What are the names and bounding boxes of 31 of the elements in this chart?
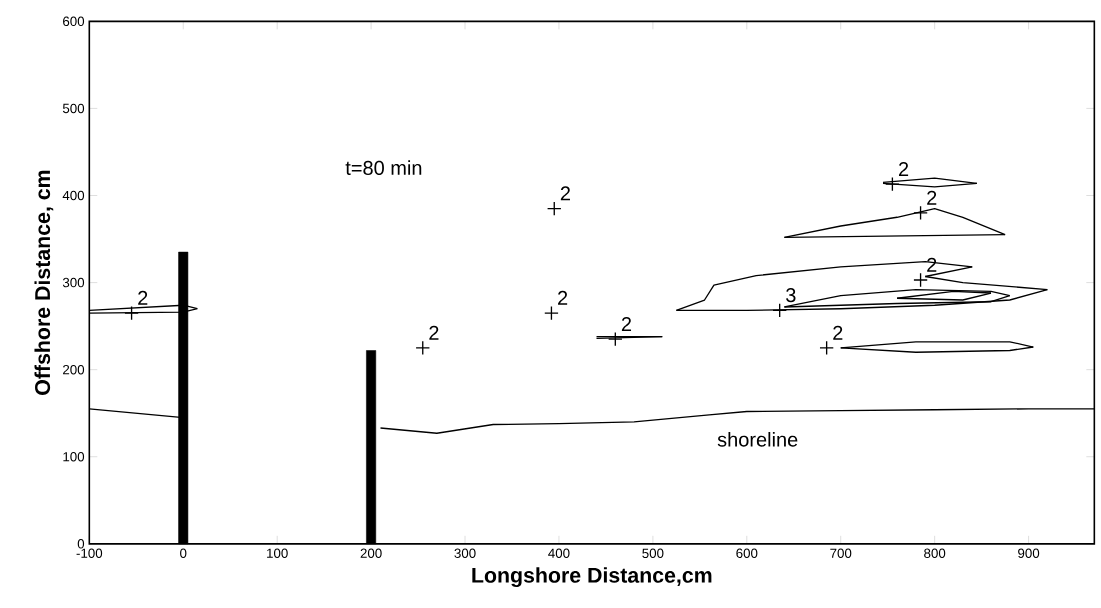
annotation: 2 — [621, 317, 632, 332]
annotation: 2 — [927, 190, 937, 205]
annotation: 2 — [138, 290, 148, 305]
x-tick-label: 800 — [924, 548, 946, 559]
x-axis-title: Longshore Distance,cm — [472, 567, 712, 588]
y-tick-label: 0 — [77, 539, 85, 549]
x-tick-label: -100 — [76, 548, 103, 559]
annotation: 3 — [786, 288, 796, 303]
x-tick-label: 600 — [736, 548, 758, 559]
x-tick-label: 400 — [548, 548, 570, 559]
x-tick-label: 500 — [642, 548, 664, 559]
x-tick-label: 0 — [180, 548, 187, 559]
y-tick-label: 100 — [63, 452, 85, 462]
y-axis-title: Offshore Distance, cm — [34, 170, 54, 395]
y-tick-label: 600 — [63, 16, 85, 27]
x-tick-label: 300 — [454, 548, 476, 559]
y-tick-label: 500 — [62, 103, 85, 114]
annotation: 2 — [560, 186, 570, 201]
y-tick-label: 400 — [62, 190, 85, 201]
x-tick-label: 200 — [360, 548, 382, 559]
annotation: 2 — [558, 290, 568, 305]
x-tick-label: 700 — [830, 548, 852, 559]
annotation: 2 — [833, 325, 843, 340]
annotation: 2 — [429, 325, 439, 340]
y-tick-label: 300 — [62, 277, 85, 288]
annotation: shoreline — [717, 432, 798, 447]
annotation: 2 — [898, 162, 909, 177]
x-tick-label: 900 — [1018, 548, 1040, 559]
y-tick-label: 200 — [63, 365, 85, 375]
x-tick-label: 100 — [267, 548, 288, 559]
annotation: t=80 min — [345, 160, 422, 176]
